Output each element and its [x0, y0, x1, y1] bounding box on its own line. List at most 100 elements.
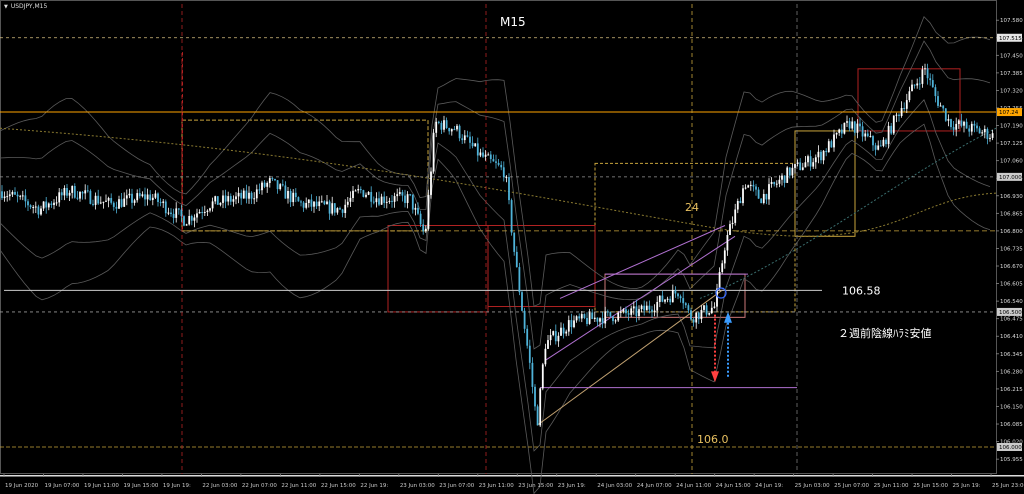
x-tick-label: 25 Jun 19: [953, 483, 981, 489]
candle-body [183, 216, 185, 226]
candle-body [718, 272, 721, 289]
candle-body [430, 171, 432, 195]
candle-body [944, 108, 947, 121]
candle-body [731, 222, 734, 225]
candle-body [968, 128, 971, 132]
candle-body [830, 141, 833, 148]
candle-body [690, 310, 692, 320]
trend-line[interactable] [536, 289, 723, 426]
candle-body [606, 311, 609, 313]
candle-body [552, 331, 555, 336]
candle-body [42, 201, 45, 209]
candle-body [885, 139, 887, 145]
candle-body [424, 228, 427, 232]
x-tick-label: 25 Jun 03:00 [795, 483, 830, 489]
candle-body [762, 194, 765, 203]
candle-body [268, 178, 271, 183]
candle-body [138, 193, 141, 197]
dropdown-triangle-icon[interactable]: ▼ [4, 4, 8, 10]
candle-body [450, 129, 453, 132]
candle-body [833, 134, 835, 148]
candle-body [326, 201, 328, 205]
candle-body [565, 331, 568, 334]
candle-body [167, 212, 170, 214]
candle-body [625, 309, 627, 314]
candle-body [315, 201, 318, 207]
candle-body [47, 203, 50, 208]
candle-body [586, 318, 588, 324]
candle-body [248, 192, 250, 199]
candle-body [591, 312, 594, 319]
candle-body [513, 232, 516, 252]
x-tick-label: 24 Jun 11:00 [676, 483, 711, 489]
candle-body [622, 309, 625, 312]
candle-body [840, 129, 843, 134]
candle-body [209, 208, 211, 211]
candle-body [788, 167, 791, 176]
candle-body [357, 189, 360, 191]
candle-body [349, 197, 352, 202]
candle-body [986, 129, 989, 139]
candle-body [24, 195, 27, 202]
symbol-text: USDJPY,M15 [10, 3, 48, 10]
candle-body [300, 201, 302, 203]
candle-body [892, 115, 895, 134]
candle-body [370, 192, 373, 202]
candle-body [86, 190, 89, 192]
channel-line[interactable] [544, 235, 736, 361]
candle-body [879, 145, 882, 147]
candle-body [510, 200, 513, 233]
candle-body [898, 114, 900, 116]
candle-body [651, 309, 653, 312]
price-tag [997, 172, 1022, 181]
candle-body [14, 192, 16, 195]
candle-body [437, 121, 440, 123]
candle-body [877, 145, 880, 150]
envelope-band-line [0, 15, 991, 307]
candle-body [547, 340, 549, 349]
price-tag-label: 107.24 [999, 110, 1019, 116]
envelope-band-line [0, 99, 991, 452]
candle-body [123, 198, 126, 207]
candle-body [211, 201, 214, 209]
candle-body [388, 200, 391, 202]
y-tick-label: 106.605 [1000, 282, 1023, 288]
candle-body [534, 386, 536, 407]
candle-body [443, 120, 445, 130]
candle-body [445, 120, 448, 128]
candle-body [736, 201, 739, 210]
x-tick-label: 25 Jun 11:00 [874, 483, 909, 489]
candle-body [557, 335, 560, 342]
candle-body [216, 196, 219, 205]
candle-body [874, 145, 877, 150]
candle-body [81, 192, 84, 194]
candle-body [882, 139, 885, 146]
x-tick-label: 23 Jun 19: [558, 483, 586, 489]
candle-body [835, 132, 838, 135]
candle-body [926, 68, 929, 79]
candle-body [29, 205, 32, 208]
candle-body [656, 302, 659, 311]
candle-body [487, 154, 490, 156]
moving-average-line [699, 127, 997, 299]
channel-line[interactable] [559, 225, 726, 299]
candle-body [981, 132, 984, 134]
candle-body [458, 125, 461, 139]
candle-body [593, 317, 596, 319]
candle-body [682, 298, 685, 304]
candle-body [861, 126, 864, 137]
candle-body [913, 84, 916, 86]
candle-body [50, 203, 53, 205]
candle-body [79, 192, 81, 199]
y-tick-label: 107.580 [1000, 18, 1023, 24]
candle-body [856, 123, 859, 133]
candle-body [580, 314, 583, 319]
candle-body [695, 312, 698, 323]
candle-body [1, 191, 3, 199]
candle-body [957, 120, 960, 124]
candle-body [726, 235, 729, 251]
candle-body [765, 194, 768, 200]
candle-body [794, 164, 796, 168]
candle-body [440, 122, 443, 130]
